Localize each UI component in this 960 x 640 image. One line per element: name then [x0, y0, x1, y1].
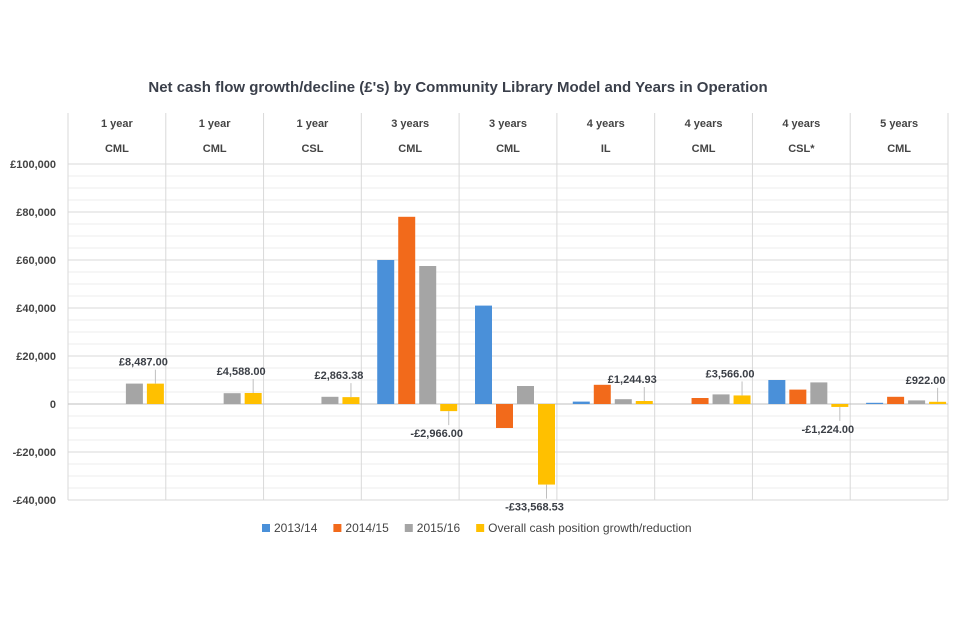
legend-label: 2013/14	[274, 521, 318, 535]
category-years-label: 1 year	[199, 118, 232, 130]
y-tick-label: 0	[50, 399, 56, 411]
data-label: £2,863.38	[314, 370, 363, 382]
legend-swatch	[333, 524, 342, 532]
bar-overall-cash-position-growth-reduction	[831, 404, 849, 407]
bar-overall-cash-position-growth-reduction	[733, 395, 751, 404]
legend-label: Overall cash position growth/reduction	[488, 521, 691, 535]
bar-2015-16	[419, 266, 437, 404]
bar-overall-cash-position-growth-reduction	[342, 397, 360, 404]
bar-2013-14	[377, 260, 395, 404]
y-axis: £100,000 £80,000 £60,000 £40,000 £20,000 0 -£2…	[10, 159, 56, 507]
data-labels: £8,487.00 £4,588.00 £2,863.38 -£2,966.00 -£3…	[119, 357, 946, 514]
y-tick-label: £20,000	[16, 351, 56, 363]
bar-2015-16	[614, 399, 632, 404]
category-model-label: CML	[398, 143, 422, 155]
category-years-label: 4 years	[782, 118, 820, 130]
bar-2014-15	[398, 216, 416, 404]
category-model-label: CML	[105, 143, 129, 155]
bar-overall-cash-position-growth-reduction	[538, 404, 555, 485]
data-label: £922.00	[906, 375, 946, 387]
category-model-label: CSL*	[788, 143, 815, 155]
bars	[125, 216, 947, 485]
bar-2014-15	[887, 396, 905, 404]
data-label: -£2,966.00	[410, 428, 463, 440]
bar-2015-16	[321, 396, 339, 404]
category-years-label: 4 years	[587, 118, 625, 130]
legend: 2013/14 2014/15 2015/16 Overall cash positi…	[262, 521, 692, 535]
category-years-label: 4 years	[685, 118, 723, 130]
category-years-label: 3 years	[489, 118, 527, 130]
data-label: -£1,224.00	[802, 424, 855, 436]
category-years-label: 1 year	[297, 118, 330, 130]
bar-2015-16	[125, 383, 143, 404]
y-tick-label: -£20,000	[13, 447, 56, 459]
y-tick-label: £80,000	[16, 207, 56, 219]
bar-overall-cash-position-growth-reduction	[635, 401, 653, 404]
bar-2015-16	[810, 382, 828, 404]
data-label: £1,244.93	[608, 374, 657, 386]
category-model-label: CML	[887, 143, 911, 155]
chart-title: Net cash flow growth/decline (£'s) by Co…	[148, 79, 767, 96]
data-label: -£33,568.53	[505, 502, 564, 514]
bar-2013-14	[475, 305, 492, 404]
bar-2013-14	[866, 402, 884, 404]
gridlines	[67, 113, 949, 501]
legend-label: 2014/15	[345, 521, 389, 535]
bar-overall-cash-position-growth-reduction	[440, 404, 458, 412]
category-model-label: CML	[692, 143, 716, 155]
category-model-label: CML	[203, 143, 227, 155]
bar-2014-15	[496, 404, 513, 428]
bar-overall-cash-position-growth-reduction	[244, 392, 262, 404]
y-tick-label: £60,000	[16, 255, 56, 267]
bar-2014-15	[691, 398, 709, 404]
bar-2015-16	[908, 400, 926, 404]
bar-overall-cash-position-growth-reduction	[929, 401, 947, 404]
bar-2013-14	[768, 380, 786, 404]
category-years-label: 3 years	[391, 118, 429, 130]
bar-2015-16	[712, 394, 730, 404]
category-model-label: CML	[496, 143, 520, 155]
bar-2015-16	[517, 386, 534, 404]
bar-overall-cash-position-growth-reduction	[146, 383, 164, 404]
data-label: £8,487.00	[119, 357, 168, 369]
category-years-label: 1 year	[101, 118, 134, 130]
category-headers: 1 year CML 1 year CML 1 year CSL 3 years CML 3 y…	[101, 118, 918, 155]
legend-swatch	[262, 524, 270, 532]
data-label: £3,566.00	[706, 368, 755, 380]
legend-swatch	[476, 524, 485, 532]
bar-2013-14	[572, 401, 590, 404]
category-model-label: CSL	[301, 143, 323, 155]
y-tick-label: £100,000	[10, 159, 56, 171]
legend-swatch	[404, 524, 413, 532]
data-label: £4,588.00	[217, 366, 266, 378]
y-tick-label: £40,000	[16, 303, 56, 315]
category-years-label: 5 years	[880, 118, 918, 130]
legend-label: 2015/16	[417, 521, 461, 535]
bar-2014-15	[593, 384, 611, 404]
bar-2014-15	[789, 389, 807, 404]
y-tick-label: -£40,000	[13, 495, 56, 507]
category-model-label: IL	[601, 143, 611, 155]
bar-2015-16	[223, 393, 241, 404]
